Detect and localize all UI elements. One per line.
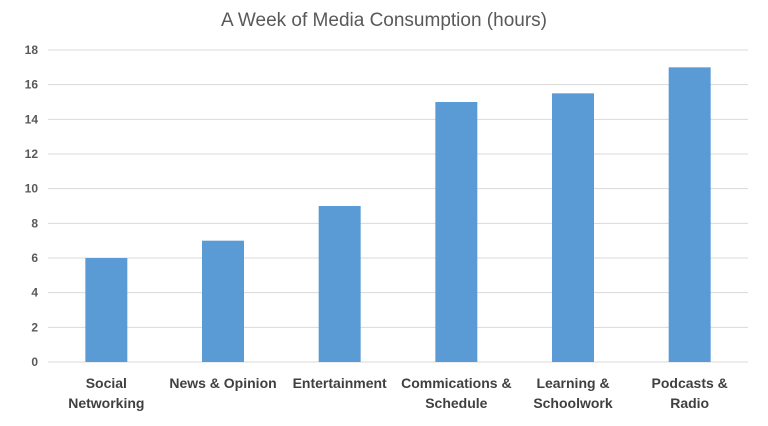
y-tick-label: 12: [25, 147, 39, 161]
y-tick-label: 2: [31, 320, 38, 334]
x-tick-label: Entertainment: [293, 375, 387, 391]
bars-layer: [85, 67, 711, 362]
y-tick-label: 18: [25, 43, 39, 57]
x-tick-label: Social Networking: [68, 375, 144, 411]
y-tick-label: 14: [25, 112, 39, 126]
x-axis-labels: Social Networking News & Opinion Entertainm…: [68, 375, 728, 411]
x-tick-label: Podcasts & Radio: [652, 375, 728, 411]
y-tick-label: 6: [31, 251, 38, 265]
y-tick-label: 16: [25, 78, 39, 92]
bar: [435, 102, 478, 362]
y-tick-label: 0: [31, 355, 38, 369]
bar: [552, 93, 594, 362]
chart-title: A Week of Media Consumption (hours): [221, 10, 547, 31]
x-tick-label: News & Opinion: [169, 375, 276, 391]
x-tick-label: Commications & Schedule: [401, 375, 511, 411]
x-tick-label: Learning & Schoolwork: [533, 375, 613, 411]
bar: [85, 258, 128, 362]
grid-layer: [48, 49, 748, 363]
bar: [318, 206, 361, 362]
bar: [668, 67, 711, 362]
y-tick-label: 8: [31, 216, 38, 230]
y-tick-label: 4: [31, 286, 38, 300]
y-tick-label: 10: [25, 182, 39, 196]
bar: [202, 240, 244, 362]
y-axis-labels: 0 2 4 6 8 10 12 14 16 18: [25, 43, 39, 369]
